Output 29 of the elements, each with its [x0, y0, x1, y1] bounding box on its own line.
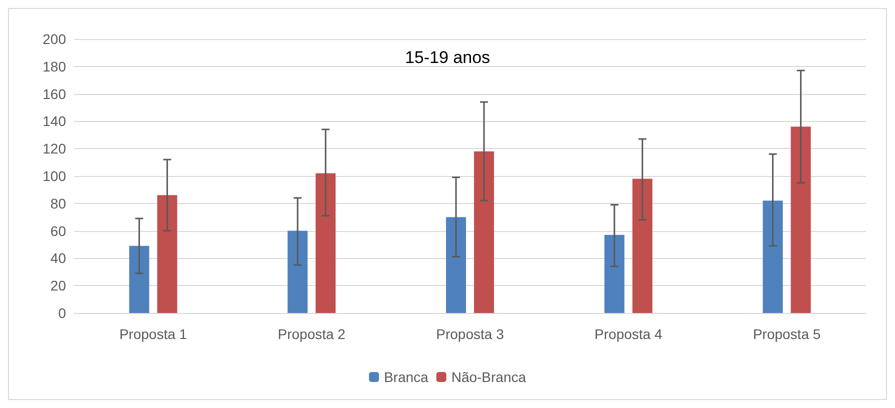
- y-tick-label: 100: [42, 168, 66, 184]
- y-tick-label: 160: [42, 86, 66, 102]
- bar: [762, 200, 783, 313]
- y-tick-label: 0: [58, 305, 66, 321]
- y-tick-label: 200: [42, 31, 66, 47]
- y-tick-label: 140: [42, 113, 66, 130]
- y-tick-label: 120: [42, 140, 66, 157]
- text: 15-19 anos: [404, 48, 490, 67]
- bar: [288, 230, 308, 313]
- bar: [446, 217, 466, 313]
- bar: [604, 234, 624, 313]
- x-tick-label: Proposta 1: [119, 326, 188, 342]
- bar: [129, 246, 150, 313]
- bar: [316, 173, 336, 313]
- x-tick-label: Proposta 3: [436, 326, 504, 342]
- bar: [632, 178, 652, 313]
- y-tick-label: 180: [42, 58, 66, 74]
- y-tick-label: 20: [50, 278, 66, 294]
- y-tick-label: 60: [50, 222, 66, 239]
- x-tick-label: Proposta 5: [752, 326, 821, 342]
- bar: [474, 151, 494, 313]
- bar: [790, 126, 811, 313]
- y-tick-label: 40: [50, 250, 66, 266]
- legend-label: Branca: [384, 369, 429, 385]
- legend-label: Não-Branca: [451, 369, 526, 385]
- y-tick-label: 80: [50, 195, 66, 212]
- x-tick-label: Proposta 4: [594, 326, 662, 342]
- x-tick-label: Proposta 2: [278, 326, 346, 342]
- bar: [157, 195, 178, 313]
